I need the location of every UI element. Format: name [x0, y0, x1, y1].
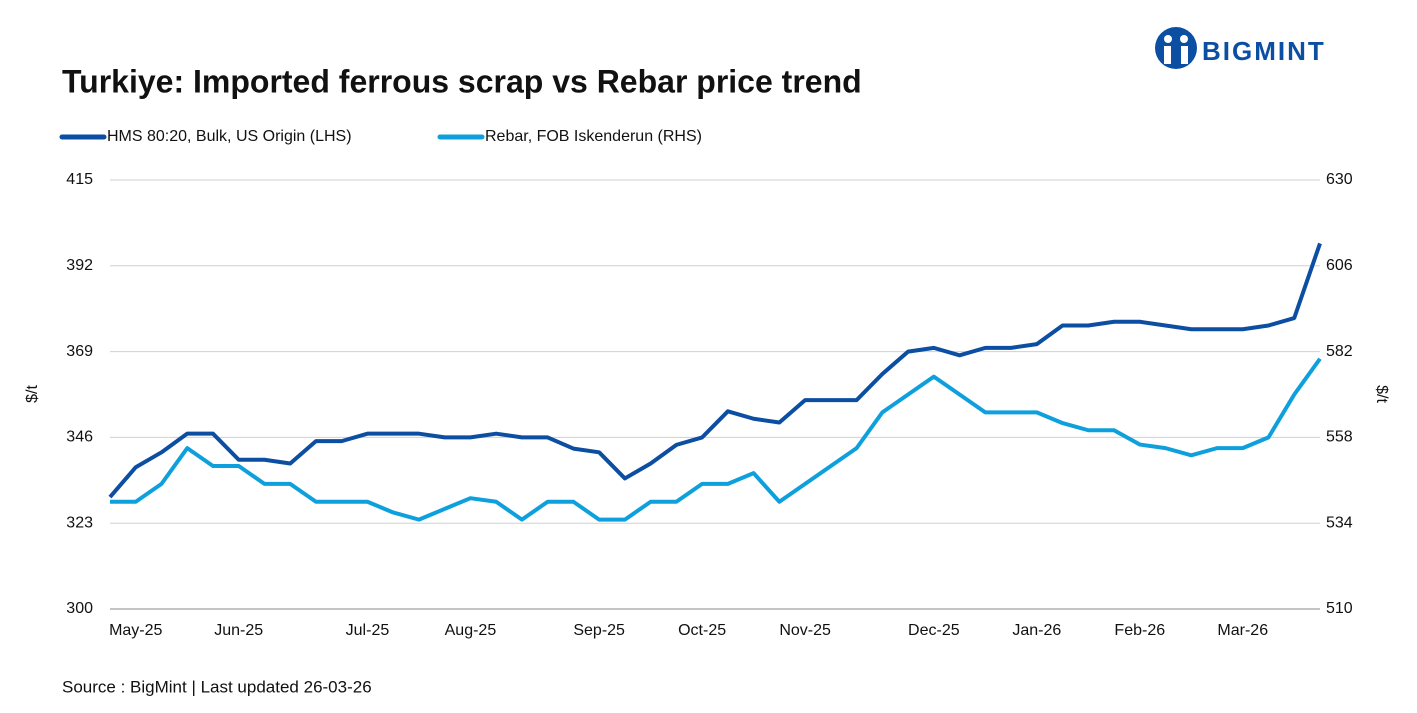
source: Source : BigMint | Last updated 26-03-26 — [62, 677, 372, 696]
legend-label: HMS 80:20, Bulk, US Origin (LHS) — [107, 128, 352, 145]
y-axis-title: $/t — [24, 385, 41, 403]
y-tick-label: 369 — [66, 343, 93, 360]
x-tick-label: Jun-25 — [214, 622, 263, 639]
series-line — [108, 242, 1322, 499]
y2-tick-label: 558 — [1326, 429, 1353, 446]
y2-tick-label: 630 — [1326, 171, 1353, 188]
x-tick-label: Dec-25 — [908, 622, 960, 639]
brand: BIGMINT — [1202, 36, 1326, 66]
x-tick-label: May-25 — [109, 622, 162, 639]
x-tick-label: Sep-25 — [573, 622, 625, 639]
y-tick-label: 346 — [66, 429, 93, 446]
chart-title: Turkiye: Imported ferrous scrap vs Rebar… — [62, 63, 862, 99]
y2-tick-label: 582 — [1326, 343, 1353, 360]
y-tick-label: 415 — [66, 171, 93, 188]
y-tick-label: 392 — [66, 257, 93, 274]
x-tick-label: Jul-25 — [346, 622, 390, 639]
x-tick-label: Feb-26 — [1114, 622, 1165, 639]
x-tick-label: Nov-25 — [779, 622, 831, 639]
y2-tick-label: 534 — [1326, 514, 1353, 531]
x-tick-label: Jan-26 — [1012, 622, 1061, 639]
series-line — [110, 357, 1322, 522]
logo-icon — [1155, 27, 1197, 69]
y2-tick-label: 606 — [1326, 257, 1353, 274]
y-tick-label: 323 — [66, 514, 93, 531]
x-tick-label: Aug-25 — [445, 622, 497, 639]
x-tick-label: Mar-26 — [1217, 622, 1268, 639]
x-tick-label: Oct-25 — [678, 622, 726, 639]
y-tick-label: 300 — [66, 600, 93, 617]
y2-axis-title: $/t — [1373, 385, 1390, 403]
y2-tick-label: 510 — [1326, 600, 1353, 617]
legend-label: Rebar, FOB Iskenderun (RHS) — [485, 128, 702, 145]
